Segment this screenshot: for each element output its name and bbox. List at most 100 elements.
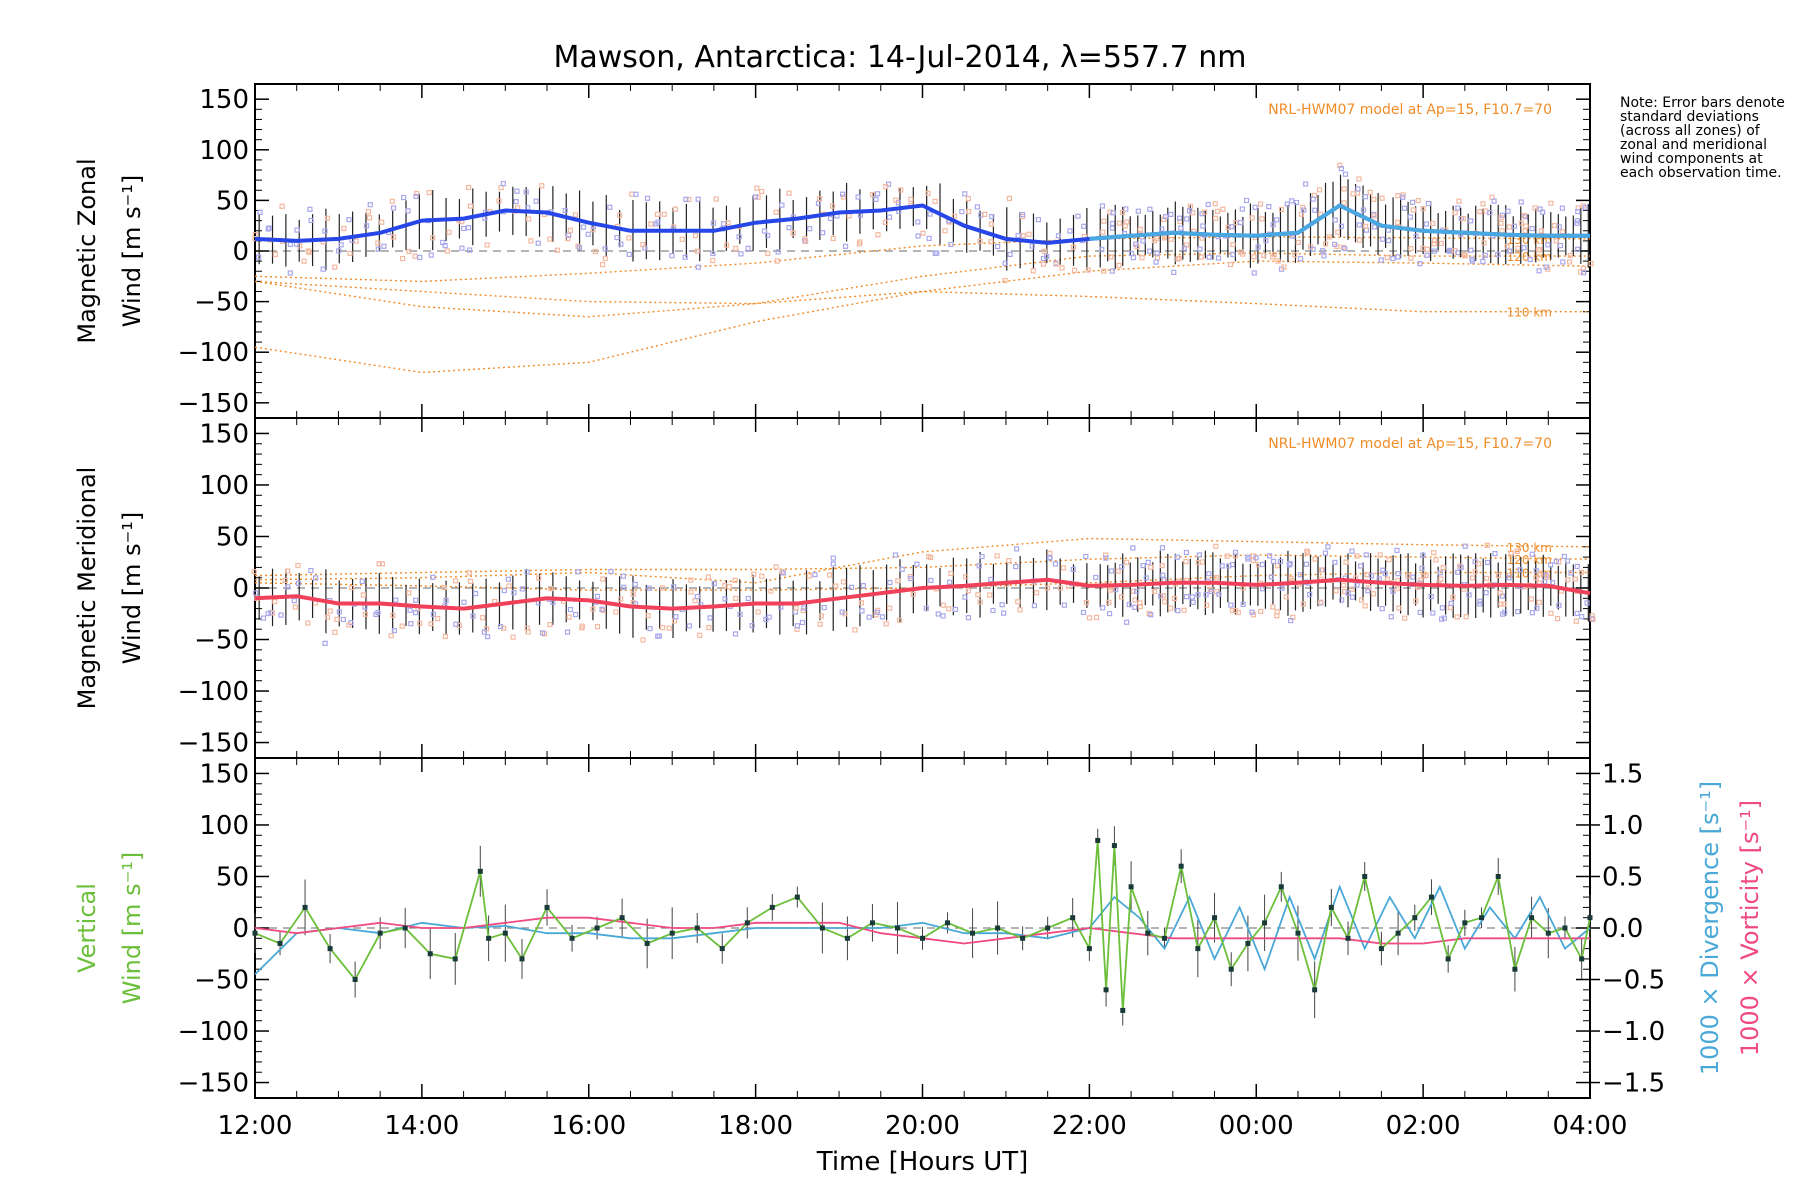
zone-marker [1469, 258, 1476, 264]
zone-marker [1277, 558, 1284, 565]
zone-marker [1160, 572, 1166, 578]
model-curve [254, 260, 1591, 305]
vertical-wind-point [1045, 925, 1051, 931]
zone-marker [995, 243, 1001, 250]
zone-marker [932, 250, 938, 257]
zone-marker [1407, 214, 1414, 220]
zone-marker [733, 245, 739, 252]
zone-marker [1147, 248, 1153, 254]
zone-marker [572, 611, 579, 618]
zone-marker [452, 578, 459, 584]
zone-marker [1106, 610, 1113, 617]
zone-marker [1199, 559, 1206, 565]
zone-marker [1354, 582, 1360, 588]
zone-marker [526, 216, 532, 222]
zone-marker [694, 248, 700, 254]
zone-marker [802, 238, 808, 244]
zone-marker [1452, 210, 1458, 216]
vertical-wind-point [719, 946, 725, 952]
vertical-wind-point [995, 925, 1001, 931]
zone-marker [562, 207, 568, 214]
zone-marker [816, 196, 823, 202]
zone-marker [336, 248, 342, 254]
zone-marker [305, 620, 311, 626]
zone-marker [988, 239, 994, 245]
zone-marker [1101, 218, 1107, 224]
zone-marker [1123, 206, 1129, 212]
zone-marker [1332, 241, 1338, 248]
zone-marker [1447, 247, 1453, 253]
zone-marker [1107, 209, 1113, 215]
zone-marker [1070, 244, 1077, 250]
zone-marker [484, 634, 491, 640]
zone-marker [965, 615, 972, 621]
zone-marker [1159, 545, 1166, 551]
zone-marker [1103, 555, 1109, 561]
zone-marker [1109, 268, 1115, 274]
zone-marker [873, 196, 879, 203]
zone-marker [1495, 251, 1501, 258]
zone-marker [1385, 227, 1391, 233]
zone-marker [1540, 209, 1546, 215]
zone-marker [773, 564, 779, 570]
zone-marker [694, 593, 700, 600]
zone-marker [840, 579, 847, 585]
zone-marker [1015, 599, 1021, 605]
zone-marker [334, 616, 340, 622]
zone-marker [1506, 575, 1512, 581]
zone-marker [575, 569, 581, 575]
vertical-wind-point [1070, 915, 1076, 921]
zone-marker [1230, 241, 1236, 248]
zone-marker [506, 583, 512, 589]
zone-marker [869, 191, 876, 198]
zone-marker [829, 203, 836, 209]
zone-marker [1177, 215, 1183, 221]
zone-marker [1578, 569, 1584, 575]
zone-marker [594, 624, 601, 630]
zone-marker [305, 248, 311, 254]
zone-marker [1529, 610, 1535, 616]
zone-marker [1203, 592, 1209, 598]
zone-marker [442, 243, 448, 249]
zone-marker [1491, 198, 1497, 204]
y-tick-label: 150 [199, 419, 249, 449]
zone-marker [1438, 616, 1445, 622]
zone-marker [1354, 553, 1360, 559]
zone-marker [688, 589, 694, 595]
zone-marker [1342, 171, 1349, 177]
vertical-wind-point [844, 935, 850, 941]
zone-marker [1135, 208, 1141, 214]
zone-marker [990, 607, 996, 614]
zone-marker [1083, 599, 1090, 606]
zone-marker [803, 238, 809, 245]
zone-marker [697, 632, 703, 638]
zone-marker [272, 598, 278, 605]
zone-marker [1259, 216, 1265, 222]
zone-marker [915, 233, 921, 239]
zone-marker [1395, 193, 1401, 199]
zone-marker [514, 188, 520, 194]
zone-marker [1132, 597, 1138, 603]
zone-marker [982, 211, 988, 217]
zone-marker [1175, 256, 1181, 262]
zone-marker [336, 609, 342, 615]
vertical-wind-point [1178, 863, 1184, 869]
zone-marker [389, 198, 395, 204]
zone-marker [1108, 254, 1114, 260]
zone-marker [1356, 222, 1362, 228]
zone-marker [565, 235, 571, 242]
zone-marker [1410, 207, 1416, 213]
zone-marker [629, 191, 635, 197]
zone-marker [1431, 550, 1437, 556]
zone-marker [1529, 551, 1535, 557]
vertical-wind-point [427, 951, 433, 957]
zone-marker [908, 575, 914, 582]
zone-marker [1544, 574, 1550, 580]
zone-marker [1349, 586, 1355, 592]
zone-marker [1168, 236, 1174, 242]
zone-marker [962, 594, 968, 600]
zone-marker [1226, 563, 1232, 569]
zone-marker [1007, 251, 1013, 258]
zone-marker [525, 205, 531, 211]
zone-marker [1116, 262, 1122, 269]
